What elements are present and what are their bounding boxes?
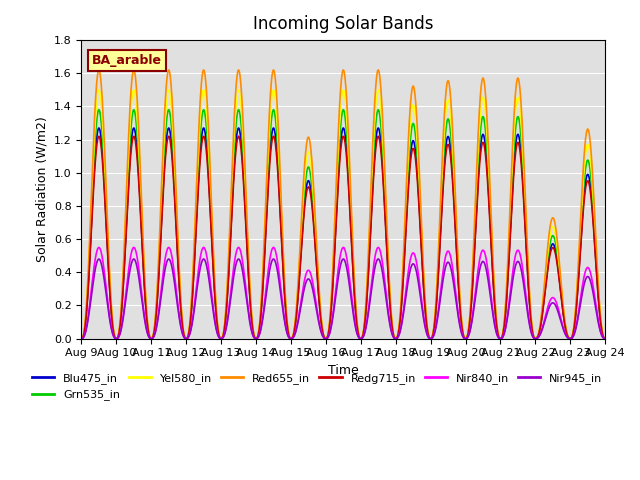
Nir945_in	[602, 336, 609, 342]
Yel580_in	[77, 336, 85, 342]
Line: Grn535_in: Grn535_in	[81, 110, 605, 339]
Line: Nir840_in: Nir840_in	[81, 247, 605, 339]
Grn535_in	[405, 152, 413, 157]
Blu475_in	[95, 125, 103, 131]
Y-axis label: Solar Radiation (W/m2): Solar Radiation (W/m2)	[35, 117, 49, 262]
Nir840_in	[553, 301, 561, 307]
Red655_in	[602, 336, 609, 342]
Nir945_in	[77, 336, 85, 342]
Nir840_in	[573, 315, 581, 321]
Blu475_in	[550, 243, 558, 249]
Yel580_in	[553, 241, 561, 247]
Text: BA_arable: BA_arable	[92, 54, 162, 67]
Blu475_in	[77, 336, 85, 342]
Nir945_in	[550, 301, 558, 307]
Yel580_in	[278, 229, 286, 235]
Line: Blu475_in: Blu475_in	[81, 128, 605, 339]
Grn535_in	[95, 107, 103, 113]
Red655_in	[140, 263, 148, 268]
Red655_in	[405, 120, 413, 125]
Yel580_in	[405, 136, 413, 142]
Blu475_in	[140, 278, 148, 284]
Nir945_in	[573, 318, 581, 324]
Redg715_in	[573, 291, 581, 297]
Red655_in	[553, 234, 561, 240]
Line: Red655_in: Red655_in	[81, 70, 605, 339]
Grn535_in	[602, 336, 609, 342]
Yel580_in	[95, 87, 103, 93]
Redg715_in	[77, 336, 85, 342]
Redg715_in	[278, 249, 286, 255]
Redg715_in	[95, 133, 103, 139]
Blu475_in	[553, 256, 561, 262]
Nir945_in	[405, 272, 413, 277]
Nir945_in	[553, 306, 561, 312]
Grn535_in	[77, 336, 85, 342]
Blu475_in	[405, 167, 413, 172]
Title: Incoming Solar Bands: Incoming Solar Bands	[253, 15, 433, 33]
Nir840_in	[77, 336, 85, 342]
Red655_in	[278, 221, 286, 227]
Nir840_in	[95, 244, 103, 250]
Yel580_in	[573, 281, 581, 287]
Grn535_in	[553, 249, 561, 255]
Blu475_in	[573, 289, 581, 295]
Nir840_in	[140, 311, 148, 317]
Legend: Blu475_in, Grn535_in, Yel580_in, Red655_in, Redg715_in, Nir840_in, Nir945_in: Blu475_in, Grn535_in, Yel580_in, Red655_…	[28, 369, 607, 405]
Yel580_in	[602, 336, 609, 342]
Line: Yel580_in: Yel580_in	[81, 90, 605, 339]
Grn535_in	[573, 285, 581, 291]
Grn535_in	[140, 273, 148, 279]
Yel580_in	[550, 227, 558, 232]
Line: Redg715_in: Redg715_in	[81, 136, 605, 339]
Blu475_in	[278, 246, 286, 252]
Grn535_in	[278, 238, 286, 244]
Nir840_in	[405, 263, 413, 268]
Nir840_in	[602, 336, 609, 342]
Redg715_in	[550, 247, 558, 253]
Nir840_in	[278, 297, 286, 302]
Red655_in	[573, 276, 581, 282]
Nir945_in	[278, 302, 286, 308]
Line: Nir945_in: Nir945_in	[81, 259, 605, 339]
Redg715_in	[405, 173, 413, 179]
Grn535_in	[550, 236, 558, 241]
Red655_in	[550, 218, 558, 224]
Redg715_in	[602, 336, 609, 342]
Red655_in	[77, 336, 85, 342]
Nir945_in	[140, 314, 148, 320]
X-axis label: Time: Time	[328, 364, 358, 377]
Nir840_in	[550, 296, 558, 301]
Nir945_in	[95, 256, 103, 262]
Yel580_in	[140, 268, 148, 274]
Red655_in	[95, 67, 103, 73]
Redg715_in	[140, 280, 148, 286]
Redg715_in	[553, 259, 561, 265]
Blu475_in	[602, 336, 609, 342]
